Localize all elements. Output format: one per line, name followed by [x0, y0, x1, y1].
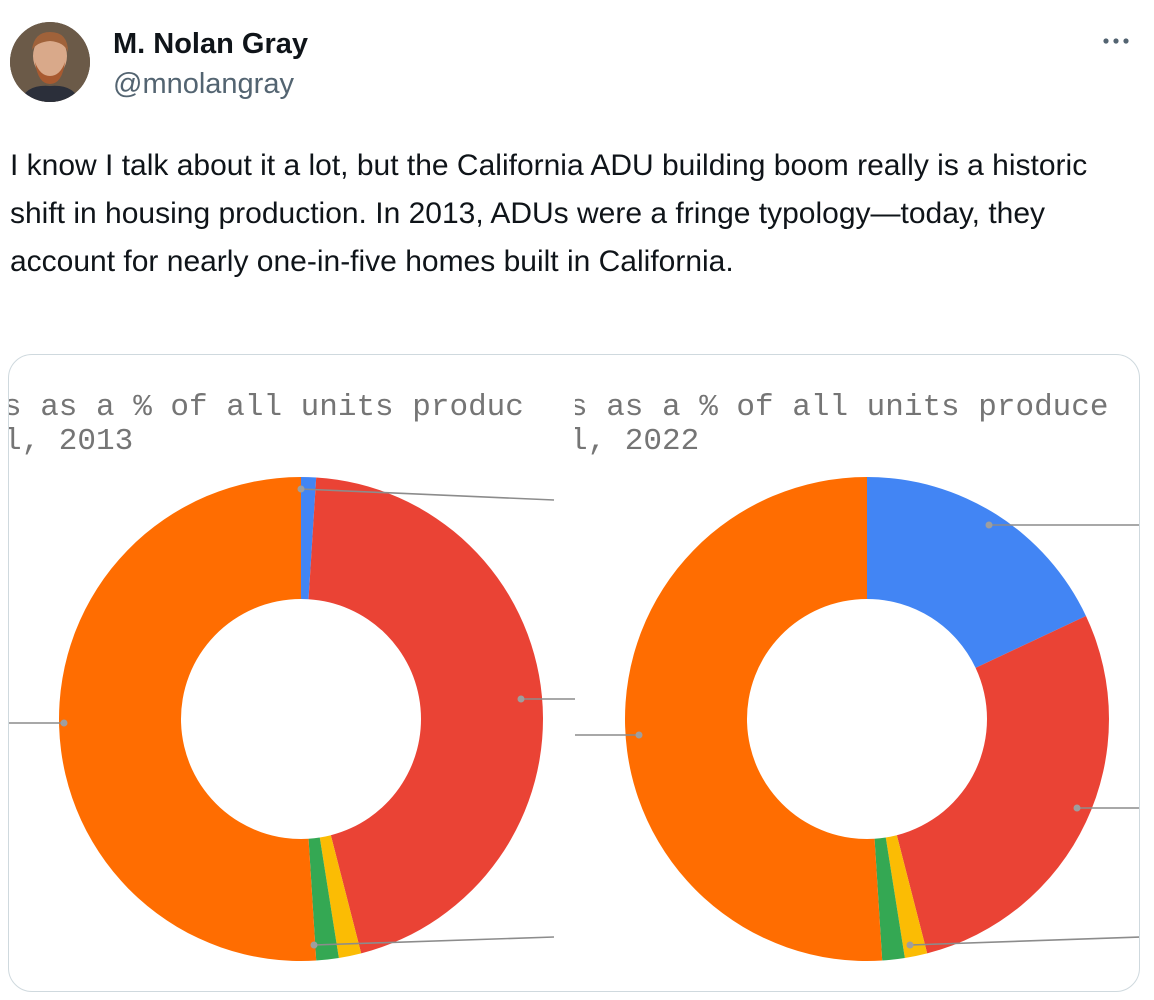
- leader-dot-2: [906, 941, 914, 949]
- more-horizontal-icon: [1103, 38, 1129, 44]
- chart-title-line1: s as a % of all units produce: [575, 390, 1109, 425]
- leader-dot-0: [297, 485, 305, 493]
- donut-chart-2022: s as a % of all units produce l, 2022: [575, 390, 1139, 961]
- leader-dot-3: [60, 719, 68, 727]
- leader-dot-1: [1073, 804, 1081, 812]
- chart-title-line2: l, 2022: [575, 424, 699, 459]
- more-options-button[interactable]: [1096, 26, 1136, 56]
- chart-title-line2: l, 2013: [9, 424, 133, 459]
- leader-line-2: [909, 936, 1139, 946]
- media-card[interactable]: s as a % of all units produc l, 2013 s a…: [8, 354, 1140, 992]
- donut-slice-4: [58, 477, 317, 961]
- author-handle[interactable]: @mnolangray: [113, 68, 294, 100]
- chart-2013: s as a % of all units produc l, 2013: [9, 355, 575, 991]
- leader-line-2: [313, 936, 555, 946]
- donut-slice-4: [624, 477, 883, 961]
- chart-title-line1: s as a % of all units produc: [9, 390, 524, 425]
- leader-dot-2: [310, 941, 318, 949]
- leader-dot-0: [985, 521, 993, 529]
- donut-slice-0: [867, 477, 1086, 668]
- avatar-image: [10, 22, 90, 102]
- chart-2022: s as a % of all units produce l, 2022: [575, 355, 1139, 991]
- tweet-text: I know I talk about it a lot, but the Ca…: [10, 149, 1088, 278]
- donut-slice-1: [896, 615, 1109, 954]
- leader-dot-1: [517, 695, 525, 703]
- donut-chart-2013: s as a % of all units produc l, 2013: [9, 390, 575, 961]
- leader-line-0: [300, 488, 555, 501]
- author-name[interactable]: M. Nolan Gray: [113, 28, 308, 60]
- donut-slice-0: [301, 477, 317, 600]
- leader-dot-3: [635, 731, 643, 739]
- donut-slice-3: [308, 837, 339, 961]
- donut-slice-1: [308, 477, 543, 954]
- avatar[interactable]: [10, 22, 90, 102]
- donut-slice-2: [319, 835, 362, 959]
- donut-slice-2: [885, 835, 928, 959]
- donut-slice-3: [874, 837, 905, 961]
